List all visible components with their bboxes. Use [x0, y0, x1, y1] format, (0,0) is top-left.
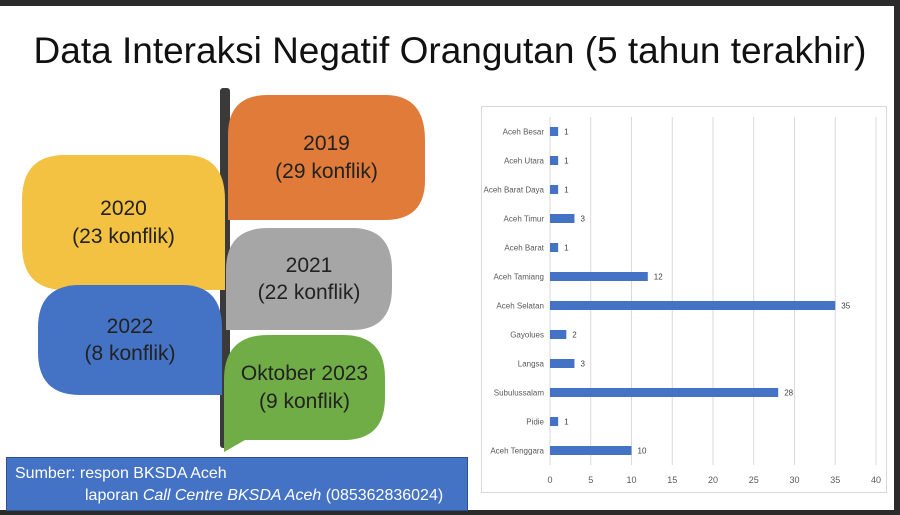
leaf-2019-label: 2019 (29 konflik) — [228, 95, 425, 220]
leaf-2020-label: 2020 (23 konflik) — [22, 155, 225, 290]
data-label: 1 — [564, 157, 569, 166]
bar — [550, 243, 559, 252]
leaf-2021-label: 2021 (22 konflik) — [226, 228, 392, 330]
x-tick-label: 20 — [708, 475, 718, 485]
bar — [550, 359, 575, 368]
data-label: 3 — [580, 215, 585, 224]
window-bottom-border — [0, 510, 900, 515]
data-label: 12 — [654, 273, 663, 282]
leaf-2020-year: 2020 — [100, 197, 147, 221]
category-label: Gayolues — [510, 331, 544, 340]
leaf-2023-label: Oktober 2023 (9 konflik) — [224, 335, 385, 440]
source-line-2-suffix: (085362836024) — [321, 487, 444, 505]
data-label: 1 — [564, 418, 569, 427]
data-label: 28 — [784, 389, 793, 398]
slide-title: Data Interaksi Negatif Orangutan (5 tahu… — [33, 30, 867, 71]
data-label: 3 — [580, 360, 585, 369]
leaf-2021-count: (22 konflik) — [257, 281, 361, 304]
window-top-border — [0, 0, 900, 6]
leaf-2022-count: (8 konflik) — [84, 342, 176, 365]
leaf-2019-year: 2019 — [303, 132, 350, 156]
bar — [550, 272, 648, 281]
leaf-2020-count: (23 konflik) — [72, 224, 175, 248]
bar — [550, 214, 575, 223]
source-line-2-prefix: laporan — [85, 487, 143, 505]
data-label: 35 — [841, 302, 850, 311]
source-line-1: Sumber: respon BKSDA Aceh — [15, 465, 227, 482]
x-tick-label: 35 — [830, 475, 840, 485]
chart-frame: 0 5 10 15 20 25 30 35 40 Aceh Besar 1 Aceh Utara 1 Ac… — [481, 106, 887, 493]
bar — [550, 417, 559, 426]
leaf-2022-shape — [38, 285, 222, 395]
leaf-2022-year: 2022 — [106, 314, 154, 338]
category-label: Aceh Besar — [503, 128, 545, 137]
x-tick-label: 5 — [588, 475, 593, 485]
data-label: 2 — [572, 331, 577, 340]
source-line-2-italic: Call Centre BKSDA Aceh — [142, 487, 322, 505]
leaf-2023-year: Oktober 2023 — [240, 362, 369, 386]
category-label: Aceh Timur — [504, 215, 545, 224]
category-label: Subulussalam — [494, 389, 545, 398]
leaf-2023-count: (9 konflik) — [258, 389, 351, 413]
data-label: 1 — [564, 244, 569, 253]
category-label: Aceh Barat — [504, 244, 544, 253]
leaf-2020-shape — [22, 155, 225, 290]
leaf-2021-year: 2021 — [285, 253, 333, 277]
x-tick-label: 0 — [547, 475, 552, 485]
leaf-2019-count: (29 konflik) — [275, 159, 378, 183]
x-tick-label: 10 — [626, 475, 636, 485]
category-label: Aceh Tenggara — [490, 447, 544, 456]
leaf-2019-shape — [228, 95, 425, 220]
bar — [550, 156, 559, 165]
category-label: Pidie — [526, 418, 544, 427]
category-label: Aceh Utara — [504, 157, 545, 166]
bar — [550, 127, 559, 136]
leaf-2023-shape — [224, 335, 385, 452]
category-label: Aceh Tamiang — [493, 273, 544, 282]
window-right-border — [894, 0, 900, 515]
category-label: Aceh Selatan — [496, 302, 544, 311]
bar — [550, 301, 836, 310]
leaf-2022-label: 2022 (8 konflik) — [38, 285, 222, 395]
source-box: Sumber: respon BKSDA Aceh laporan Call C… — [6, 457, 468, 511]
source-line-2: laporan Call Centre BKSDA Aceh (08536283… — [15, 485, 459, 507]
data-label: 1 — [564, 128, 569, 137]
category-label: Aceh Barat Daya — [484, 186, 545, 195]
x-tick-label: 15 — [667, 475, 677, 485]
x-tick-label: 30 — [789, 475, 799, 485]
bar — [550, 330, 567, 339]
leaf-infographic — [22, 88, 425, 452]
bar — [550, 446, 632, 455]
category-label: Langsa — [518, 360, 545, 369]
leaf-2021-shape — [226, 228, 392, 330]
x-tick-label: 25 — [749, 475, 759, 485]
bar — [550, 185, 559, 194]
bar-chart: 0 5 10 15 20 25 30 35 40 Aceh Besar 1 Aceh Utara 1 Ac… — [484, 117, 881, 485]
data-label: 1 — [564, 186, 569, 195]
x-tick-label: 40 — [871, 475, 881, 485]
data-label: 10 — [638, 447, 647, 456]
bar — [550, 388, 779, 397]
